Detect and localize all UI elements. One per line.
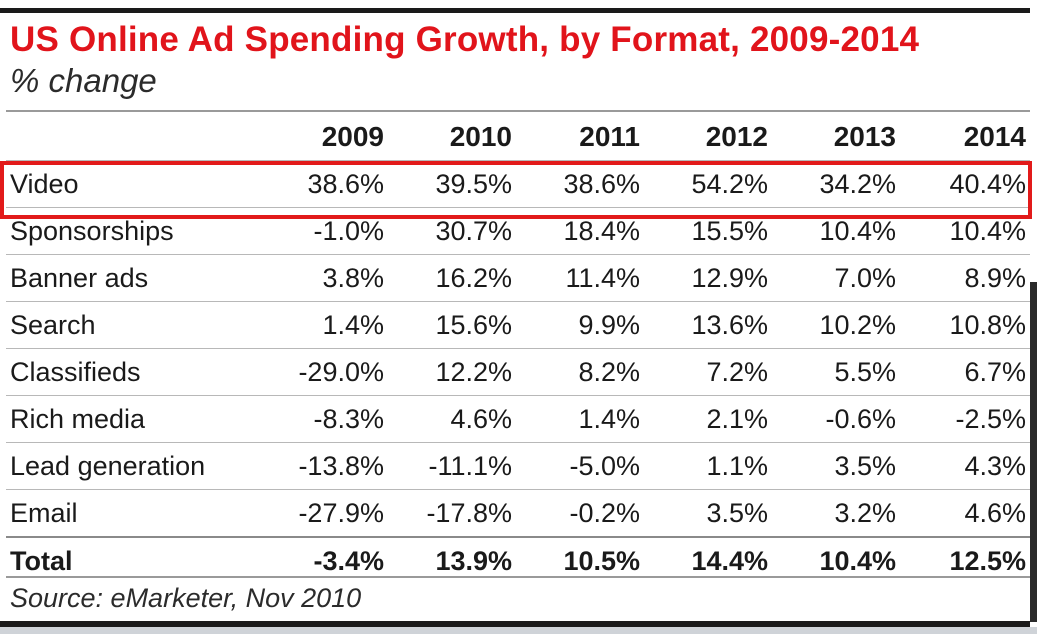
value-cell-lead-generation-2014: 4.3% bbox=[900, 442, 1030, 490]
value-cell-classifieds-2009: -29.0% bbox=[260, 348, 388, 396]
value-cell-banner-ads-2014: 8.9% bbox=[900, 254, 1030, 302]
value-cell-sponsorships-2011: 18.4% bbox=[516, 207, 644, 255]
value-cell-classifieds-2010: 12.2% bbox=[388, 348, 516, 396]
value-cell-search-2012: 13.6% bbox=[644, 301, 772, 349]
value-cell-search-2011: 9.9% bbox=[516, 301, 644, 349]
source-rule bbox=[6, 576, 1030, 578]
value-cell-sponsorships-2012: 15.5% bbox=[644, 207, 772, 255]
row-label: Classifieds bbox=[6, 348, 260, 396]
value-cell-lead-generation-2013: 3.5% bbox=[772, 442, 900, 490]
value-cell-email-2013: 3.2% bbox=[772, 489, 900, 537]
value-cell-lead-generation-2012: 1.1% bbox=[644, 442, 772, 490]
header-rule bbox=[6, 110, 1030, 112]
value-cell-banner-ads-2013: 7.0% bbox=[772, 254, 900, 302]
table-row-banner-ads: Banner ads 3.8% 16.2% 11.4% 12.9% 7.0% 8.9% bbox=[6, 254, 1030, 302]
value-cell-lead-generation-2010: -11.1% bbox=[388, 442, 516, 490]
row-label: Sponsorships bbox=[6, 207, 260, 255]
table-row-classifieds: Classifieds -29.0% 12.2% 8.2% 7.2% 5.5% 6.7% bbox=[6, 348, 1030, 396]
column-header-2011: 2011 bbox=[579, 121, 640, 152]
right-edge-shade bbox=[1030, 282, 1037, 622]
chart-subtitle: % change bbox=[10, 62, 157, 99]
value-cell-classifieds-2014: 6.7% bbox=[900, 348, 1030, 396]
value-cell-classifieds-2011: 8.2% bbox=[516, 348, 644, 396]
value-cell-classifieds-2012: 7.2% bbox=[644, 348, 772, 396]
row-label: Banner ads bbox=[6, 254, 260, 302]
table-row-sponsorships: Sponsorships -1.0% 30.7% 18.4% 15.5% 10.4% 10.… bbox=[6, 207, 1030, 255]
row-label: Rich media bbox=[6, 395, 260, 443]
table-row-rich-media: Rich media -8.3% 4.6% 1.4% 2.1% -0.6% -2.5% bbox=[6, 395, 1030, 443]
value-cell-banner-ads-2011: 11.4% bbox=[516, 254, 644, 302]
value-cell-search-2009: 1.4% bbox=[260, 301, 388, 349]
value-cell-sponsorships-2009: -1.0% bbox=[260, 207, 388, 255]
value-cell-sponsorships-2013: 10.4% bbox=[772, 207, 900, 255]
value-cell-email-2012: 3.5% bbox=[644, 489, 772, 537]
table-body: Video 38.6% 39.5% 38.6% 54.2% 34.2% 40.4% Spons… bbox=[6, 160, 1030, 584]
value-cell-classifieds-2013: 5.5% bbox=[772, 348, 900, 396]
table-row-email: Email -27.9% -17.8% -0.2% 3.5% 3.2% 4.6% bbox=[6, 489, 1030, 537]
value-cell-video-2009: 38.6% bbox=[260, 160, 388, 208]
value-cell-lead-generation-2009: -13.8% bbox=[260, 442, 388, 490]
chart-title: US Online Ad Spending Growth, by Format,… bbox=[10, 20, 920, 59]
value-cell-email-2011: -0.2% bbox=[516, 489, 644, 537]
value-cell-rich-media-2013: -0.6% bbox=[772, 395, 900, 443]
header-row: 2009 2010 2011 2012 2013 2014 bbox=[6, 114, 1030, 161]
value-cell-video-2011: 38.6% bbox=[516, 160, 644, 208]
value-cell-rich-media-2014: -2.5% bbox=[900, 395, 1030, 443]
value-cell-rich-media-2010: 4.6% bbox=[388, 395, 516, 443]
source-note: Source: eMarketer, Nov 2010 bbox=[10, 583, 362, 613]
table-row-video: Video 38.6% 39.5% 38.6% 54.2% 34.2% 40.4% bbox=[6, 160, 1030, 208]
column-header-2014: 2014 bbox=[963, 121, 1026, 152]
table-row-lead-generation: Lead generation -13.8% -11.1% -5.0% 1.1% 3.5%… bbox=[6, 442, 1030, 490]
value-cell-search-2014: 10.8% bbox=[900, 301, 1030, 349]
row-label: Search bbox=[6, 301, 260, 349]
value-cell-rich-media-2011: 1.4% bbox=[516, 395, 644, 443]
header-label-cell bbox=[6, 114, 260, 161]
column-header-2012: 2012 bbox=[705, 121, 768, 152]
column-header-2010: 2010 bbox=[449, 121, 512, 152]
value-cell-video-2012: 54.2% bbox=[644, 160, 772, 208]
value-cell-video-2013: 34.2% bbox=[772, 160, 900, 208]
value-cell-rich-media-2009: -8.3% bbox=[260, 395, 388, 443]
value-cell-video-2014: 40.4% bbox=[900, 160, 1030, 208]
value-cell-search-2010: 15.6% bbox=[388, 301, 516, 349]
row-label: Email bbox=[6, 489, 260, 537]
value-cell-lead-generation-2011: -5.0% bbox=[516, 442, 644, 490]
table-row-search: Search 1.4% 15.6% 9.9% 13.6% 10.2% 10.8% bbox=[6, 301, 1030, 349]
value-cell-video-2010: 39.5% bbox=[388, 160, 516, 208]
value-cell-email-2010: -17.8% bbox=[388, 489, 516, 537]
top-border-rule bbox=[0, 8, 1030, 13]
bottom-border-rule bbox=[0, 621, 1030, 627]
row-label: Video bbox=[6, 160, 260, 208]
value-cell-rich-media-2012: 2.1% bbox=[644, 395, 772, 443]
value-cell-sponsorships-2010: 30.7% bbox=[388, 207, 516, 255]
value-cell-sponsorships-2014: 10.4% bbox=[900, 207, 1030, 255]
column-header-2009: 2009 bbox=[321, 121, 384, 152]
value-cell-email-2014: 4.6% bbox=[900, 489, 1030, 537]
value-cell-banner-ads-2009: 3.8% bbox=[260, 254, 388, 302]
bottom-edge-shade bbox=[0, 627, 1037, 634]
growth-table: 2009 2010 2011 2012 2013 2014 Video 38.6% 39.5%… bbox=[6, 114, 1030, 584]
value-cell-email-2009: -27.9% bbox=[260, 489, 388, 537]
value-cell-search-2013: 10.2% bbox=[772, 301, 900, 349]
value-cell-banner-ads-2010: 16.2% bbox=[388, 254, 516, 302]
value-cell-banner-ads-2012: 12.9% bbox=[644, 254, 772, 302]
row-label: Lead generation bbox=[6, 442, 260, 490]
column-header-2013: 2013 bbox=[833, 121, 896, 152]
